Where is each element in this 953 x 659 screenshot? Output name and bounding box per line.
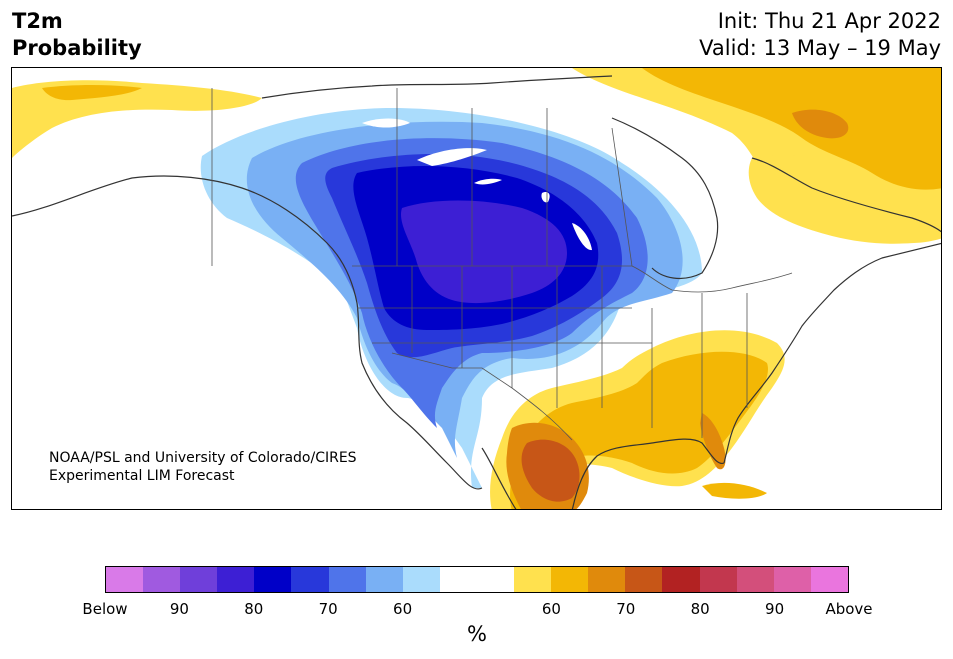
cold-region-80 [400, 200, 567, 304]
colorbar-swatch [476, 567, 515, 592]
colorbar-swatch [662, 567, 700, 592]
east-coast-line [723, 242, 941, 464]
colorbar-tick-label: 70 [318, 600, 338, 618]
lake-winnipegosis [541, 192, 550, 203]
colorbar-tick-label: 70 [616, 600, 636, 618]
forecast-dates: Init: Thu 21 Apr 2022 Valid: 13 May – 19… [699, 8, 941, 62]
colorbar-swatch [106, 567, 144, 592]
west-coast-line [12, 175, 483, 490]
warm-region-cuba [702, 482, 767, 499]
colorbar-swatch [328, 567, 366, 592]
colorbar-swatch [736, 567, 774, 592]
data-credit: NOAA/PSL and University of Colorado/CIRE… [49, 449, 357, 485]
map-panel [11, 67, 942, 510]
colorbar-tick-label: Below [82, 600, 128, 618]
labrador-line [751, 157, 941, 233]
colorbar-swatch [180, 567, 218, 592]
colorbar-tick-label: Above [825, 600, 873, 618]
colorbar-unit: % [467, 622, 487, 646]
warm-region-north-65 [792, 109, 849, 139]
colorbar-swatch [254, 567, 292, 592]
colorbar-swatch [699, 567, 737, 592]
colorbar-swatch [365, 567, 403, 592]
colorbar-swatch [291, 567, 329, 592]
political-borders [211, 88, 793, 441]
hudson-bay-line [611, 117, 719, 280]
credit-line-org: NOAA/PSL and University of Colorado/CIRE… [49, 450, 357, 466]
map-title: T2m Probability [12, 8, 142, 62]
warm-region-70 [521, 439, 580, 502]
north-america-map [12, 68, 941, 509]
great-bear-lake [362, 118, 410, 128]
province-lines [211, 88, 633, 267]
colorbar-swatch [773, 567, 811, 592]
colorbar-swatch [217, 567, 255, 592]
colorbar-swatch [810, 567, 848, 592]
colorbar-tick-label: 80 [244, 600, 264, 618]
colorbar-swatch [402, 567, 440, 592]
colorbar-swatch [588, 567, 626, 592]
colorbar-swatch [143, 567, 181, 592]
arctic-coast-line [261, 75, 613, 99]
colorbar-tick-label: 60 [541, 600, 561, 618]
probability-colorbar [105, 566, 849, 593]
credit-line-product: Experimental LIM Forecast [49, 468, 235, 484]
lake-athabasca [474, 178, 502, 185]
warm-region-60 [510, 351, 768, 509]
colorbar-swatch [439, 567, 477, 592]
colorbar-tick-label: 90 [765, 600, 785, 618]
colorbar-tick-label: 60 [393, 600, 413, 618]
lake-winnipeg [572, 223, 592, 251]
title-line-type: Probability [12, 36, 142, 60]
gulf-coast-line [481, 438, 725, 509]
colorbar-swatch [551, 567, 589, 592]
init-date: Init: Thu 21 Apr 2022 [717, 9, 941, 33]
us-mexico-border [391, 352, 573, 441]
valid-period: Valid: 13 May – 19 May [699, 36, 941, 60]
warm-region-north-60 [642, 68, 941, 190]
title-line-variable: T2m [12, 9, 63, 33]
warm-region-65-florida [700, 413, 726, 470]
state-lines [357, 266, 748, 438]
colorbar-tick-label: 80 [690, 600, 710, 618]
warm-region-alaska-60 [42, 85, 142, 101]
coastlines [12, 75, 941, 509]
colorbar-tick-label: 90 [169, 600, 189, 618]
canada-us-border [352, 265, 793, 293]
colorbar-swatch [514, 567, 552, 592]
great-slave-lake [417, 148, 487, 166]
colorbar-swatch [625, 567, 663, 592]
